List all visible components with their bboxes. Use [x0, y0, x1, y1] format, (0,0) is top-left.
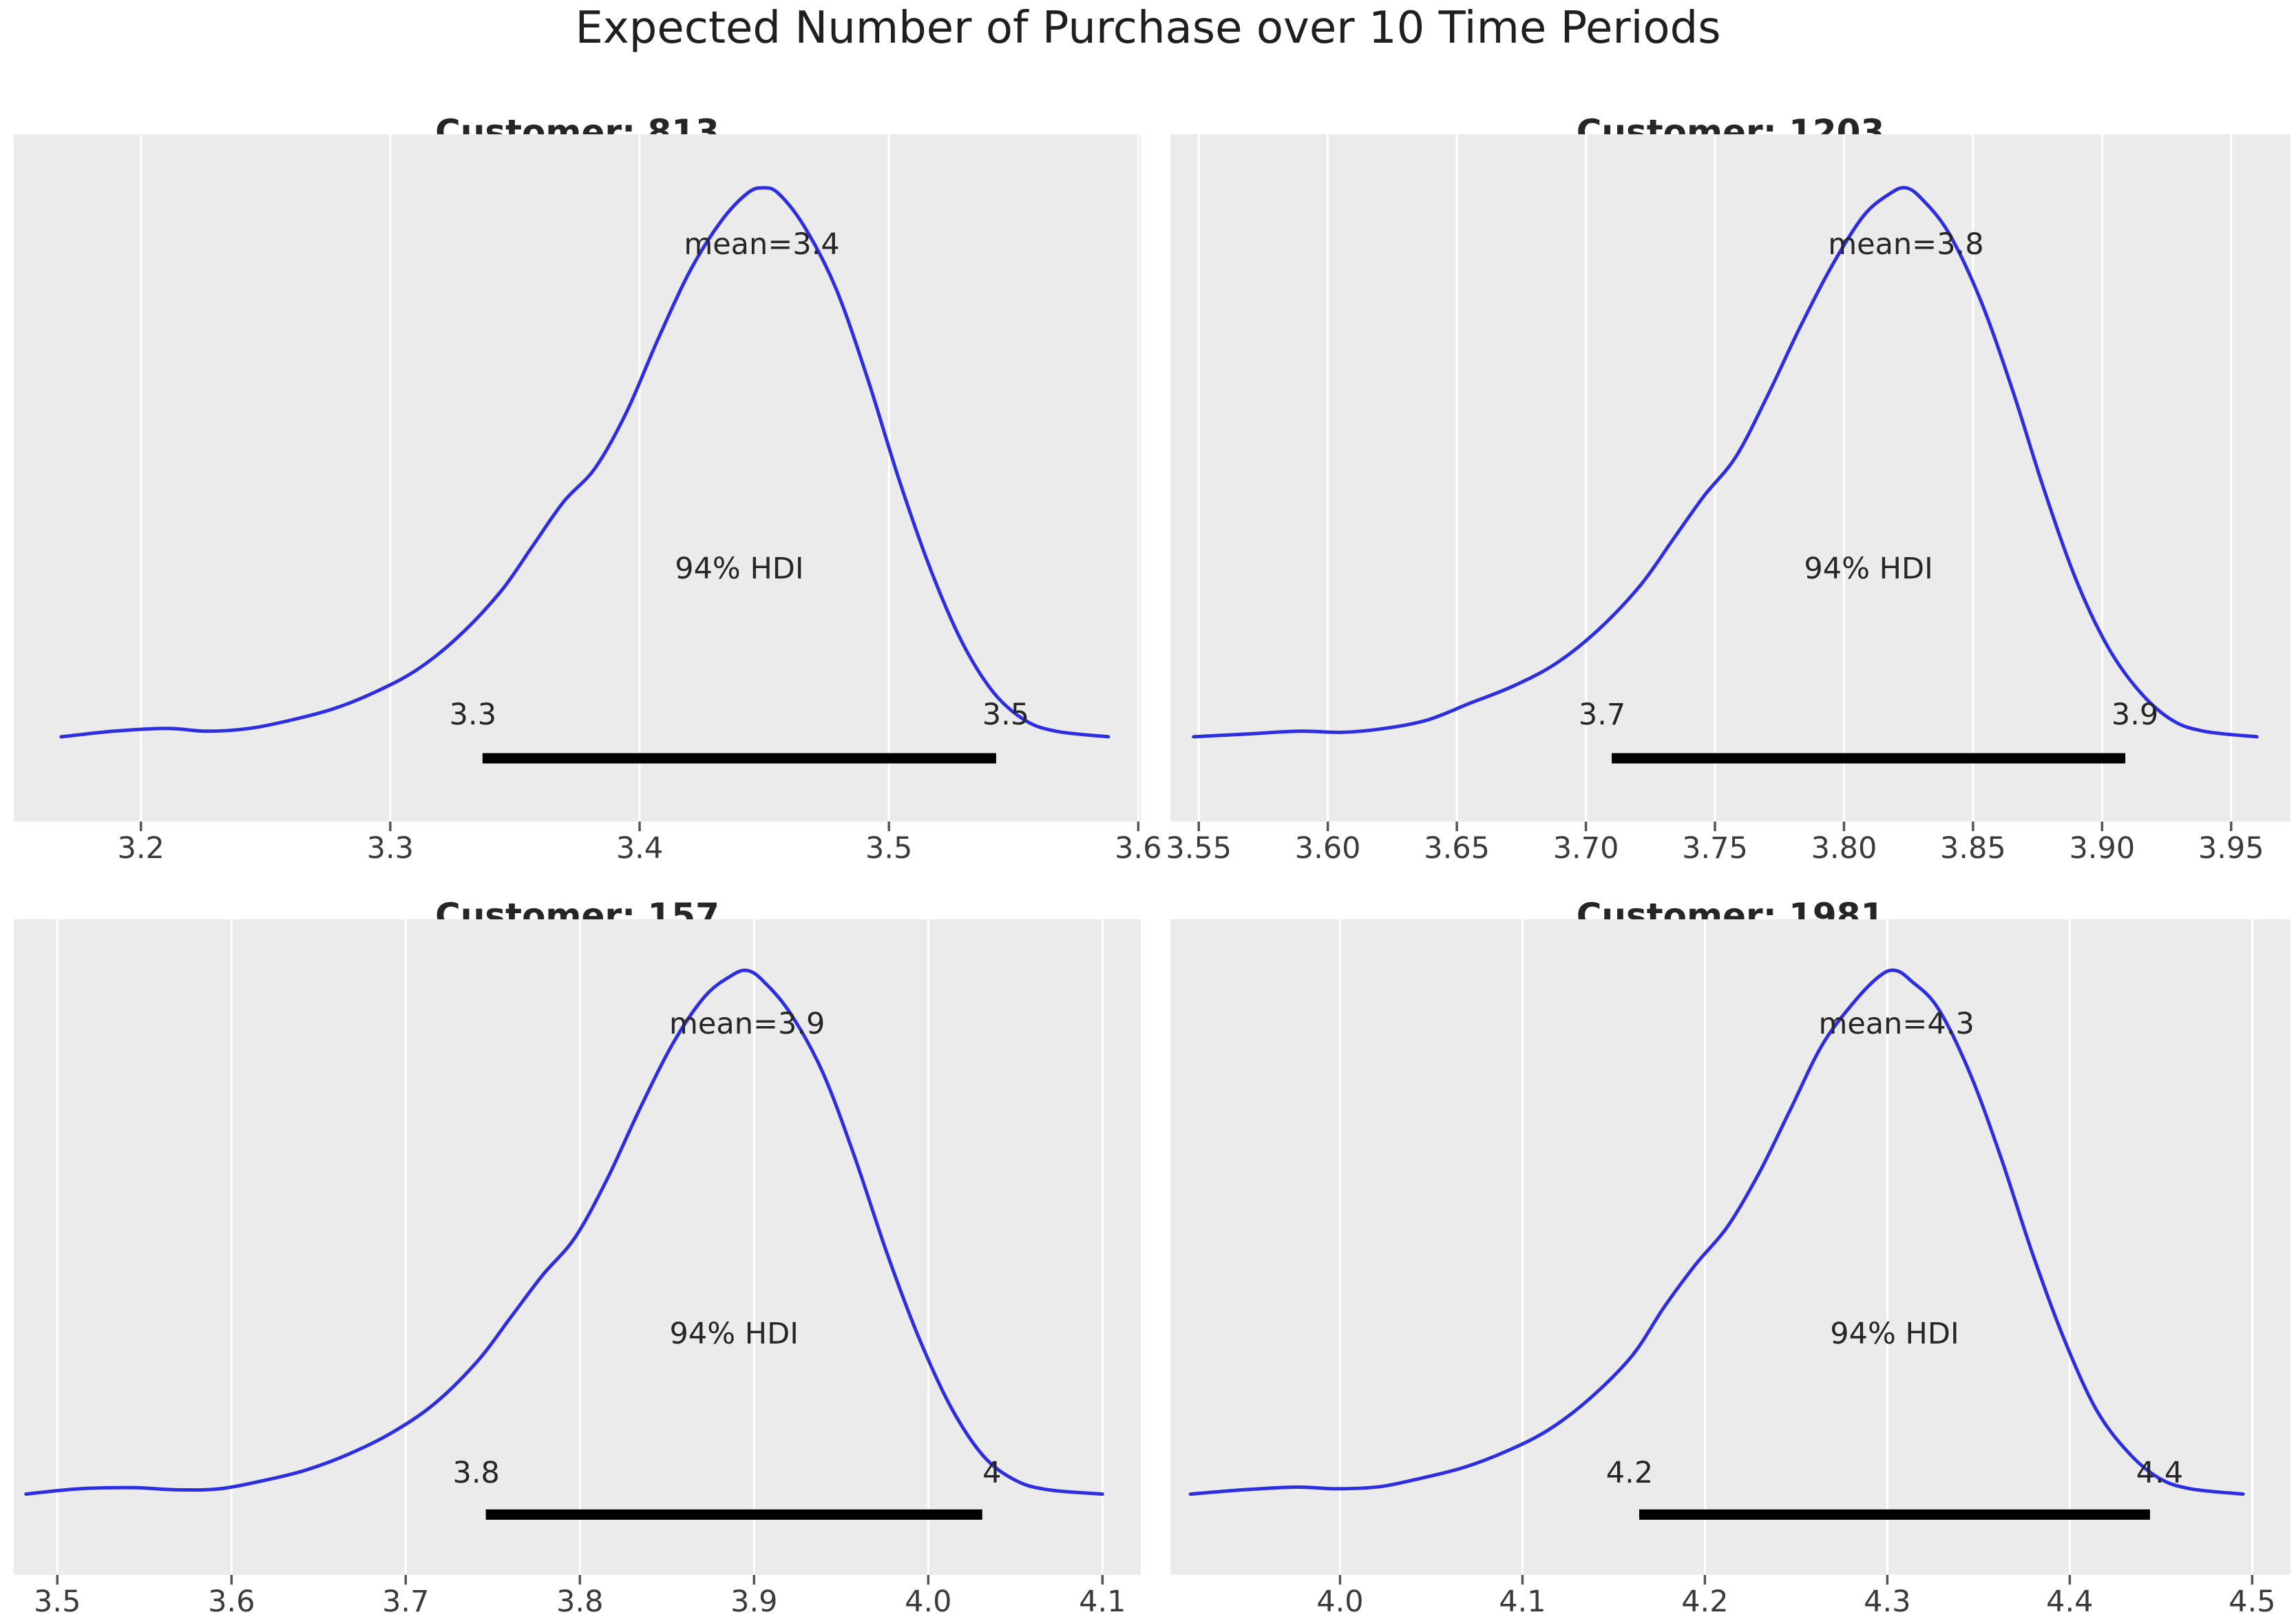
x-tick-label: 4.1 — [1079, 1585, 1126, 1619]
kde-plot-svg — [1192, 134, 2259, 831]
plot-area: mean=3.4 94% HDI 3.3 3.5 — [14, 134, 1141, 831]
mean-annotation: mean=4.3 — [1818, 1007, 1974, 1042]
x-tick-label: 4.0 — [1316, 1585, 1364, 1619]
axes-background — [1170, 919, 2290, 1575]
x-tick-label: 3.4 — [615, 831, 664, 866]
x-tick-label: 3.6 — [1115, 831, 1162, 866]
hdi-lower-value: 3.7 — [1578, 698, 1626, 733]
hdi-lower-value: 3.8 — [452, 1456, 500, 1491]
x-tick-label: 4.3 — [1864, 1585, 1911, 1619]
hdi-interval-label: 94% HDI — [1830, 1316, 1959, 1351]
x-tick-label: 3.3 — [366, 831, 414, 866]
kde-plot-svg — [1188, 919, 2254, 1585]
hdi-upper-value: 3.9 — [2111, 698, 2159, 733]
hdi-interval-label: 94% HDI — [675, 551, 804, 586]
plot-area: mean=3.9 94% HDI 3.8 4 — [14, 919, 1141, 1585]
x-tick-label: 4.5 — [2229, 1585, 2276, 1619]
hdi-interval-label: 94% HDI — [1804, 551, 1933, 586]
panel-title: Customer: 813 — [435, 112, 719, 152]
x-tick-label: 3.80 — [1811, 831, 1877, 866]
x-tick-label: 3.90 — [2069, 831, 2136, 866]
hdi-upper-value: 4.4 — [2136, 1456, 2184, 1491]
x-tick-label: 3.75 — [1682, 831, 1748, 866]
hdi-upper-value: 4 — [982, 1456, 1002, 1491]
panel-title: Customer: 1981 — [1576, 895, 1885, 936]
kde-curve — [59, 186, 1110, 739]
kde-plot-svg — [59, 134, 1140, 831]
plot-area: mean=3.8 94% HDI 3.7 3.9 — [1170, 134, 2290, 831]
x-tick-label: 3.95 — [2198, 831, 2264, 866]
hdi-lower-value: 4.2 — [1605, 1456, 1654, 1491]
hdi-lower-value: 3.3 — [449, 698, 497, 733]
kde-curve — [1188, 968, 2245, 1496]
mean-annotation: mean=3.4 — [684, 227, 840, 262]
hdi-interval-label: 94% HDI — [669, 1316, 799, 1351]
kde-curve — [24, 968, 1104, 1496]
x-tick-label: 3.2 — [117, 831, 165, 866]
kde-plot-svg — [24, 919, 1104, 1585]
x-tick-label: 3.9 — [730, 1585, 778, 1619]
x-tick-label: 4.2 — [1681, 1585, 1729, 1619]
axes-background — [14, 134, 1141, 822]
x-tick-label: 3.8 — [556, 1585, 604, 1619]
kde-curve — [1192, 186, 2259, 739]
x-tick-label: 3.65 — [1424, 831, 1490, 866]
figure-title: Expected Number of Purchase over 10 Time… — [575, 3, 1721, 54]
x-tick-label: 4.1 — [1499, 1585, 1546, 1619]
plot-area: mean=4.3 94% HDI 4.2 4.4 — [1170, 919, 2290, 1585]
x-tick-label: 3.7 — [382, 1585, 430, 1619]
x-tick-label: 3.5 — [865, 831, 913, 866]
panel-title: Customer: 157 — [435, 895, 719, 936]
x-tick-label: 4.4 — [2046, 1585, 2094, 1619]
x-tick-label: 3.85 — [1940, 831, 2006, 866]
panel-title: Customer: 1203 — [1576, 112, 1885, 152]
x-tick-label: 3.70 — [1552, 831, 1619, 866]
axes-background — [1170, 134, 2290, 822]
x-tick-label: 3.55 — [1166, 831, 1232, 866]
x-tick-label: 3.6 — [208, 1585, 255, 1619]
mean-annotation: mean=3.9 — [669, 1007, 825, 1042]
axes-background — [14, 919, 1141, 1575]
hdi-upper-value: 3.5 — [982, 698, 1030, 733]
x-tick-label: 4.0 — [905, 1585, 952, 1619]
mean-annotation: mean=3.8 — [1828, 227, 1984, 262]
x-tick-label: 3.60 — [1294, 831, 1361, 866]
x-tick-label: 3.5 — [34, 1585, 81, 1619]
